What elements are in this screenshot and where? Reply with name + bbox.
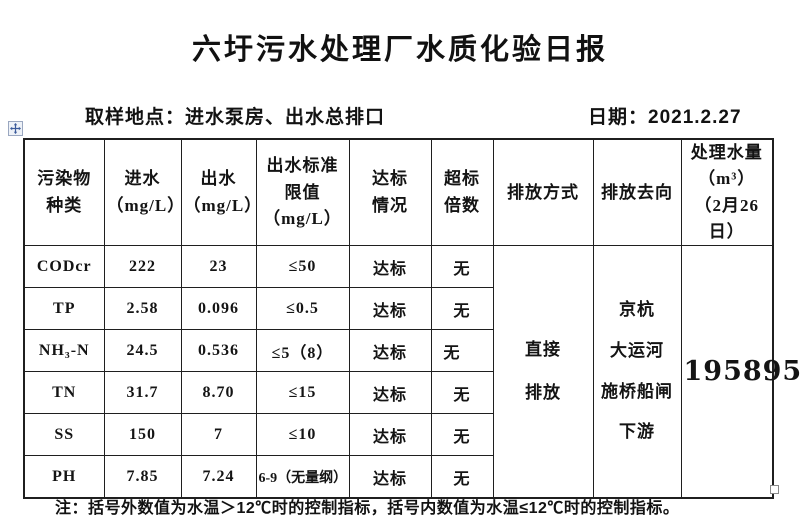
table-row-codcr: CODcr 222 23 ≤50 达标 无 直接 排放 京杭 大运河 施桥船闸 … <box>23 245 800 499</box>
cell-limit: 6-9（无量纲） <box>255 455 350 499</box>
cell-effluent: 0.096 <box>180 287 257 331</box>
table-row-ph: PH 7.85 7.24 6-9（无量纲） 达标 无 <box>23 455 773 499</box>
cell-discharge-mode: 直接 排放 <box>492 245 594 499</box>
cell-status: 达标 <box>348 287 432 331</box>
header-row: 污染物 种类 进水 （mg/L） 出水 （mg/L） 出水标准 限值 （mg/L… <box>23 138 774 247</box>
water-quality-table: 污染物 种类 进水 （mg/L） 出水 （mg/L） 出水标准 限值 （mg/L… <box>23 138 800 499</box>
cell-treated-volume: 195895 <box>680 245 800 499</box>
cell-influent: 31.7 <box>103 371 182 415</box>
cell-effluent: 7 <box>180 413 257 457</box>
cell-status: 达标 <box>348 371 432 415</box>
cell-status: 达标 <box>348 329 432 373</box>
sampling-location-label: 取样地点：进水泵房、出水总排口 <box>85 107 386 128</box>
meta-line: 取样地点：进水泵房、出水总排口 日期：2021.2.27 <box>0 102 800 128</box>
cell-pollutant: TN <box>23 371 105 415</box>
table-row-tp: TP 2.58 0.096 ≤0.5 达标 无 <box>23 287 773 331</box>
header-discharge-destination: 排放去向 <box>592 138 682 247</box>
cell-status: 达标 <box>348 245 432 289</box>
table-row-ss: SS 150 7 ≤10 达标 无 <box>23 413 773 457</box>
cell-exceed: 无 <box>430 329 494 373</box>
cell-status: 达标 <box>348 413 432 457</box>
cell-limit: ≤0.5 <box>255 287 350 331</box>
cell-exceed: 无 <box>430 455 494 499</box>
header-discharge-mode: 排放方式 <box>492 138 594 247</box>
header-limit: 出水标准 限值 （mg/L） <box>255 138 350 247</box>
move-cross-icon <box>10 123 21 134</box>
cell-influent: 24.5 <box>103 329 182 373</box>
cell-exceed: 无 <box>430 413 494 457</box>
cell-discharge-destination: 京杭 大运河 施桥船闸 下游 <box>592 245 682 499</box>
footnote: 注：括号外数值为水温＞12℃时的控制指标，括号内数值为水温≤12℃时的控制指标。 <box>55 500 680 517</box>
cell-pollutant: CODcr <box>23 245 105 289</box>
header-treated-volume: 处理水量 （m³） （2月26日） <box>680 138 774 247</box>
cell-influent: 2.58 <box>103 287 182 331</box>
cell-effluent: 23 <box>180 245 257 289</box>
header-exceed: 超标 倍数 <box>430 138 494 247</box>
cell-exceed: 无 <box>430 245 494 289</box>
cell-influent: 150 <box>103 413 182 457</box>
cell-limit: ≤10 <box>255 413 350 457</box>
cell-limit: ≤5（8） <box>255 329 350 373</box>
cell-effluent: 8.70 <box>180 371 257 415</box>
cell-influent: 7.85 <box>103 455 182 499</box>
table-move-icon[interactable] <box>8 121 23 136</box>
table-row-tn: TN 31.7 8.70 ≤15 达标 无 <box>23 371 773 415</box>
header-pollutant: 污染物 种类 <box>23 138 105 247</box>
cell-limit: ≤15 <box>255 371 350 415</box>
header-status: 达标 情况 <box>348 138 432 247</box>
cell-effluent: 7.24 <box>180 455 257 499</box>
header-influent: 进水 （mg/L） <box>103 138 184 247</box>
cell-effluent: 0.536 <box>180 329 257 373</box>
page-title: 六圩污水处理厂水质化验日报 <box>191 34 608 66</box>
cell-status: 达标 <box>348 455 432 499</box>
cell-exceed: 无 <box>430 287 494 331</box>
cell-influent: 222 <box>103 245 182 289</box>
cell-pollutant: SS <box>23 413 105 457</box>
cell-limit: ≤50 <box>255 245 350 289</box>
cell-exceed: 无 <box>430 371 494 415</box>
table-resize-icon[interactable] <box>770 485 779 494</box>
header-effluent: 出水 （mg/L） <box>180 138 261 247</box>
cell-pollutant: TP <box>23 287 105 331</box>
report-date-label: 日期：2021.2.27 <box>588 107 742 128</box>
cell-pollutant: NH₃-N <box>23 329 105 373</box>
cell-pollutant: PH <box>23 455 105 499</box>
